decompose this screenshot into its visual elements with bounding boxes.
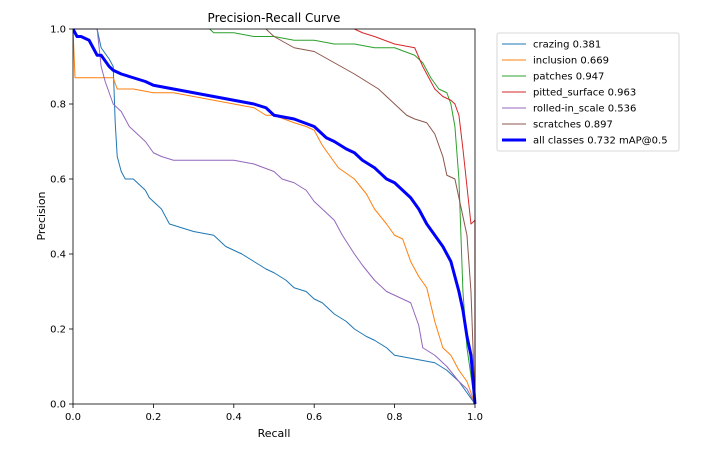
legend-label-6: all classes 0.732 mAP@0.5	[533, 136, 668, 147]
series-line-5	[265, 28, 476, 405]
legend-label-2: patches 0.947	[533, 72, 604, 83]
legend-label-1: inclusion 0.669	[533, 56, 609, 67]
plot-frame	[72, 28, 476, 405]
series-line-0	[73, 28, 476, 405]
y-axis: 0.0 0.2 0.4 0.6 0.8 1.0	[50, 25, 73, 411]
x-tick-label-2: 0.4	[226, 412, 242, 423]
legend-label-4: rolled-in_scale 0.536	[533, 104, 636, 115]
y-tick-label-3: 0.6	[50, 175, 66, 186]
x-tick-label-5: 1.0	[467, 412, 483, 423]
series-line-4	[73, 28, 476, 405]
legend-label-0: crazing 0.381	[533, 40, 601, 51]
legend: crazing 0.381 inclusion 0.669 patches 0.94…	[496, 32, 680, 152]
x-tick-label-0: 0.0	[65, 412, 81, 423]
y-tick-label-5: 1.0	[50, 25, 66, 36]
legend-label-3: pitted_surface 0.963	[533, 88, 636, 99]
legend-box	[496, 32, 680, 152]
series-line-1	[73, 28, 476, 405]
x-tick-label-3: 0.6	[306, 412, 322, 423]
series-layer	[73, 28, 477, 405]
series-line-6	[73, 28, 477, 405]
y-tick-label-1: 0.2	[50, 325, 66, 336]
chart-title: Precision-Recall Curve	[208, 11, 341, 25]
y-tick-label-2: 0.4	[50, 250, 66, 261]
y-axis-label: Precision	[35, 191, 48, 240]
series-line-3	[354, 28, 476, 404]
legend-label-5: scratches 0.897	[533, 120, 613, 131]
y-tick-label-0: 0.0	[50, 400, 66, 411]
x-tick-label-4: 0.8	[387, 412, 403, 423]
series-line-2	[209, 28, 476, 405]
x-axis-label: Recall	[258, 427, 291, 440]
y-tick-label-4: 0.8	[50, 100, 66, 111]
x-axis: 0.0 0.2 0.4 0.6 0.8 1.0	[65, 404, 483, 423]
x-tick-label-1: 0.2	[145, 412, 161, 423]
